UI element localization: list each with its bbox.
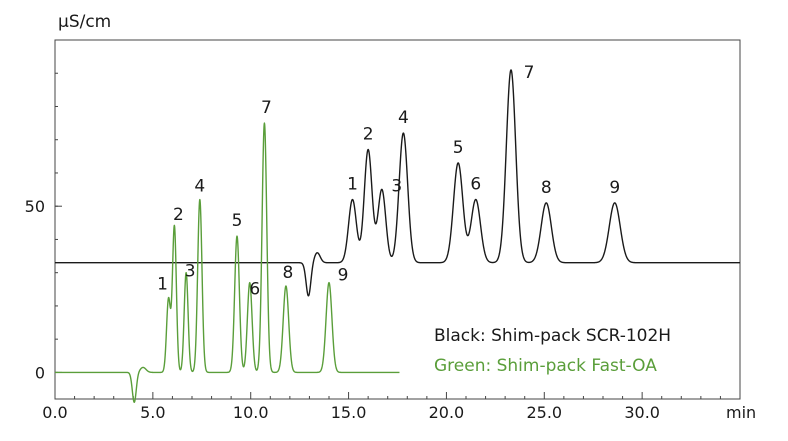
x-tick-label: 0.0	[42, 403, 67, 422]
peak-label: 1	[157, 274, 168, 294]
plot-frame	[54, 39, 741, 400]
peak-label: 6	[249, 280, 260, 300]
y-axis-unit-label: µS/cm	[58, 12, 111, 32]
peak-label: 6	[470, 175, 481, 195]
peak-label: 5	[453, 138, 464, 158]
x-tick-label: 30.0	[624, 403, 660, 422]
legend-entry-green: Green: Shim-pack Fast-OA	[434, 356, 657, 376]
peak-label: 9	[609, 178, 620, 198]
peak-label: 8	[283, 263, 294, 283]
peak-label: 4	[398, 108, 409, 128]
peak-label: 3	[185, 262, 196, 282]
peak-label: 4	[194, 177, 205, 197]
x-tick-label: 25.0	[526, 403, 562, 422]
peak-label: 2	[173, 205, 184, 225]
x-tick-label: 5.0	[140, 403, 165, 422]
peak-label: 2	[363, 125, 374, 145]
chromatogram-traces	[54, 69, 741, 403]
axis-ticks: 0.0 5.0 10.0 15.0 20.0 25.0 30.0 0 50	[25, 72, 721, 422]
peak-label: 8	[541, 178, 552, 198]
y-tick-label: 0	[35, 363, 45, 382]
peak-label: 7	[261, 98, 272, 118]
x-axis-unit-label: min	[726, 403, 756, 422]
series-line-green	[54, 122, 400, 403]
peak-label: 9	[338, 266, 349, 286]
x-tick-label: 15.0	[331, 403, 367, 422]
x-tick-label: 10.0	[233, 403, 269, 422]
peak-label: 3	[391, 177, 402, 197]
y-tick-label: 50	[25, 197, 45, 216]
peak-label: 7	[524, 63, 535, 83]
legend-entry-black: Black: Shim-pack SCR-102H	[434, 326, 671, 346]
peak-label: 1	[347, 175, 358, 195]
series-line-black	[54, 69, 741, 297]
legend: Black: Shim-pack SCR-102H Green: Shim-pac…	[434, 326, 671, 376]
x-tick-label: 20.0	[429, 403, 465, 422]
peak-label: 5	[232, 211, 243, 231]
